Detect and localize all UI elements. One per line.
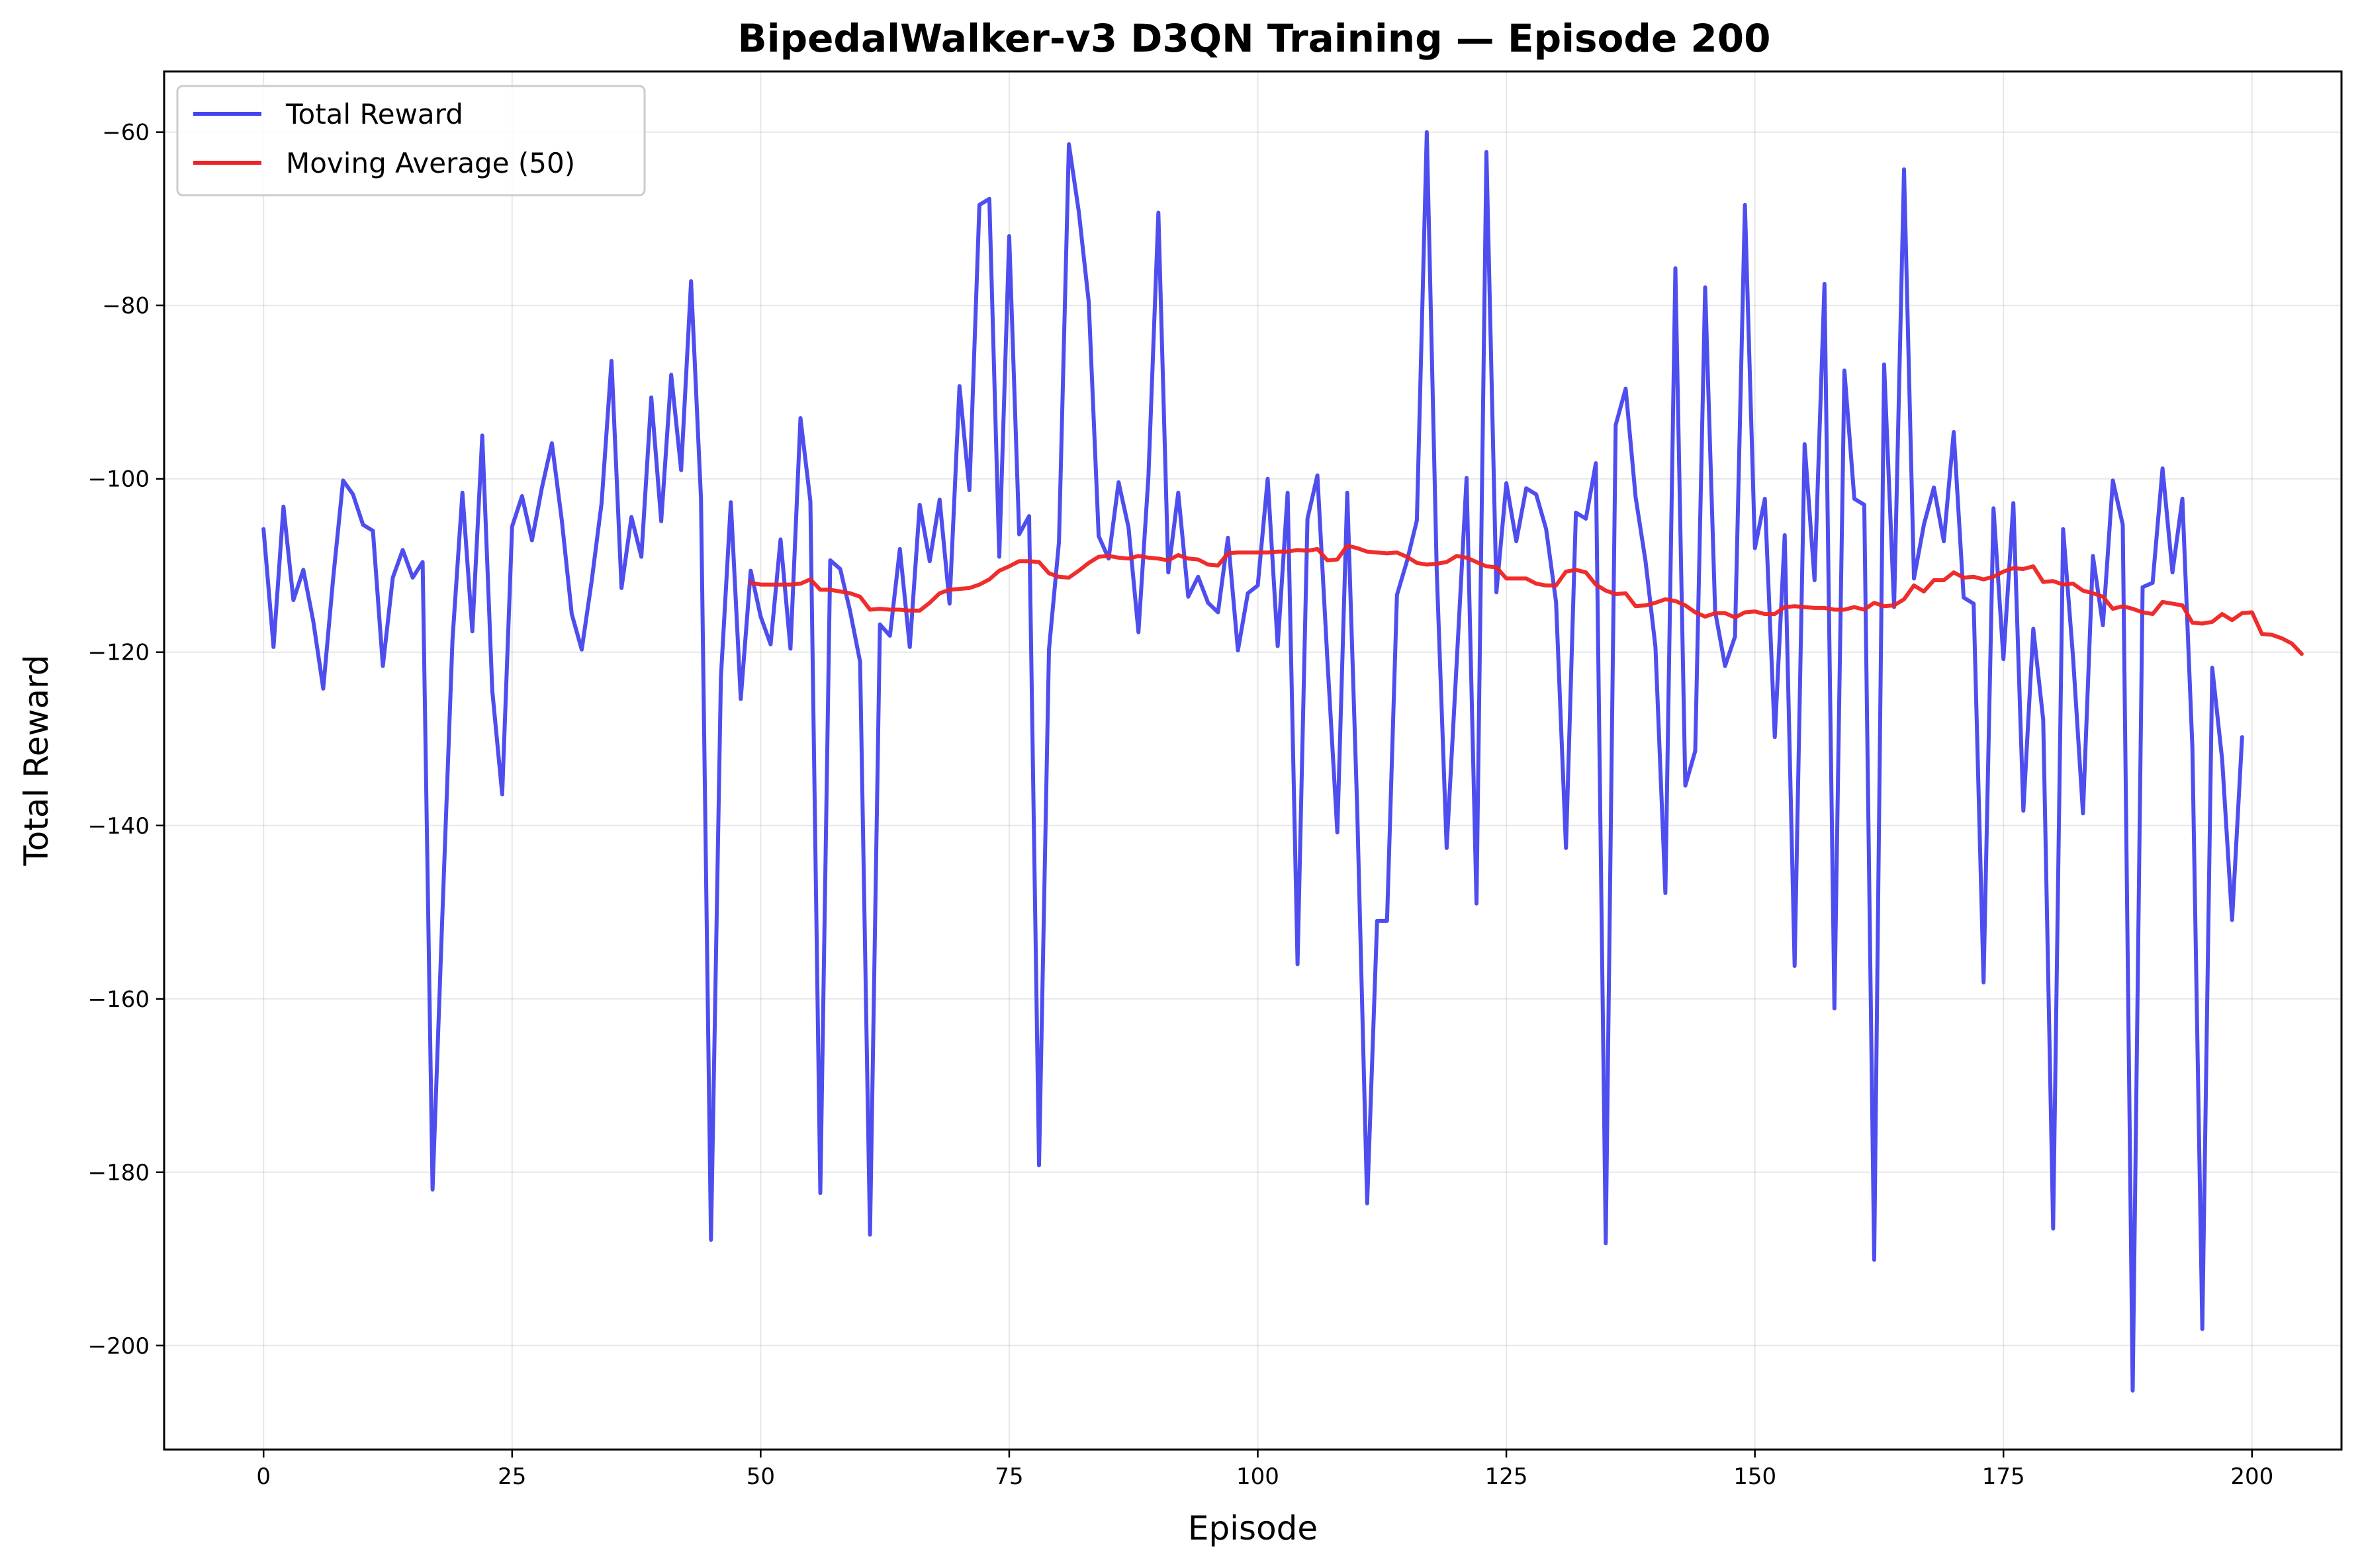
y-axis-label: Total Reward xyxy=(17,655,56,867)
y-tick-label: −120 xyxy=(88,640,150,666)
legend-label-moving-average: Moving Average (50) xyxy=(286,147,575,179)
x-tick-label: 175 xyxy=(1982,1463,2025,1490)
y-tick-label: −60 xyxy=(102,120,150,146)
series-line-total-reward xyxy=(261,130,2244,1393)
y-tick-label: −140 xyxy=(88,813,150,840)
series-line-moving-average xyxy=(749,543,2304,656)
legend: Total Reward Moving Average (50) xyxy=(176,85,646,196)
x-tick-label: 25 xyxy=(498,1463,526,1490)
y-tick-label: −80 xyxy=(102,293,150,320)
y-tick-label: −160 xyxy=(88,986,150,1013)
plot-frame xyxy=(163,70,2343,1451)
x-tick-label: 150 xyxy=(1733,1463,1776,1490)
y-tick-label: −180 xyxy=(88,1160,150,1186)
chart-title: BipedalWalker-v3 D3QN Training — Episode… xyxy=(737,16,1770,61)
x-tick-label: 100 xyxy=(1236,1463,1279,1490)
x-tick-label: 50 xyxy=(747,1463,775,1490)
x-tick-label: 75 xyxy=(995,1463,1023,1490)
y-tick-label: −200 xyxy=(88,1333,150,1360)
axis-ticks: 0 25 50 75 100 125 150 175 200 −200 −180 −160 −140 −1… xyxy=(88,120,2274,1490)
x-tick-label: 125 xyxy=(1485,1463,1528,1490)
x-tick-label: 200 xyxy=(2230,1463,2273,1490)
x-tick-label: 0 xyxy=(256,1463,271,1490)
legend-box xyxy=(176,85,646,196)
legend-label-total-reward: Total Reward xyxy=(285,98,463,130)
series-lines xyxy=(261,130,2304,1393)
y-tick-label: −100 xyxy=(88,466,150,493)
x-axis-label: Episode xyxy=(1188,1509,1318,1547)
